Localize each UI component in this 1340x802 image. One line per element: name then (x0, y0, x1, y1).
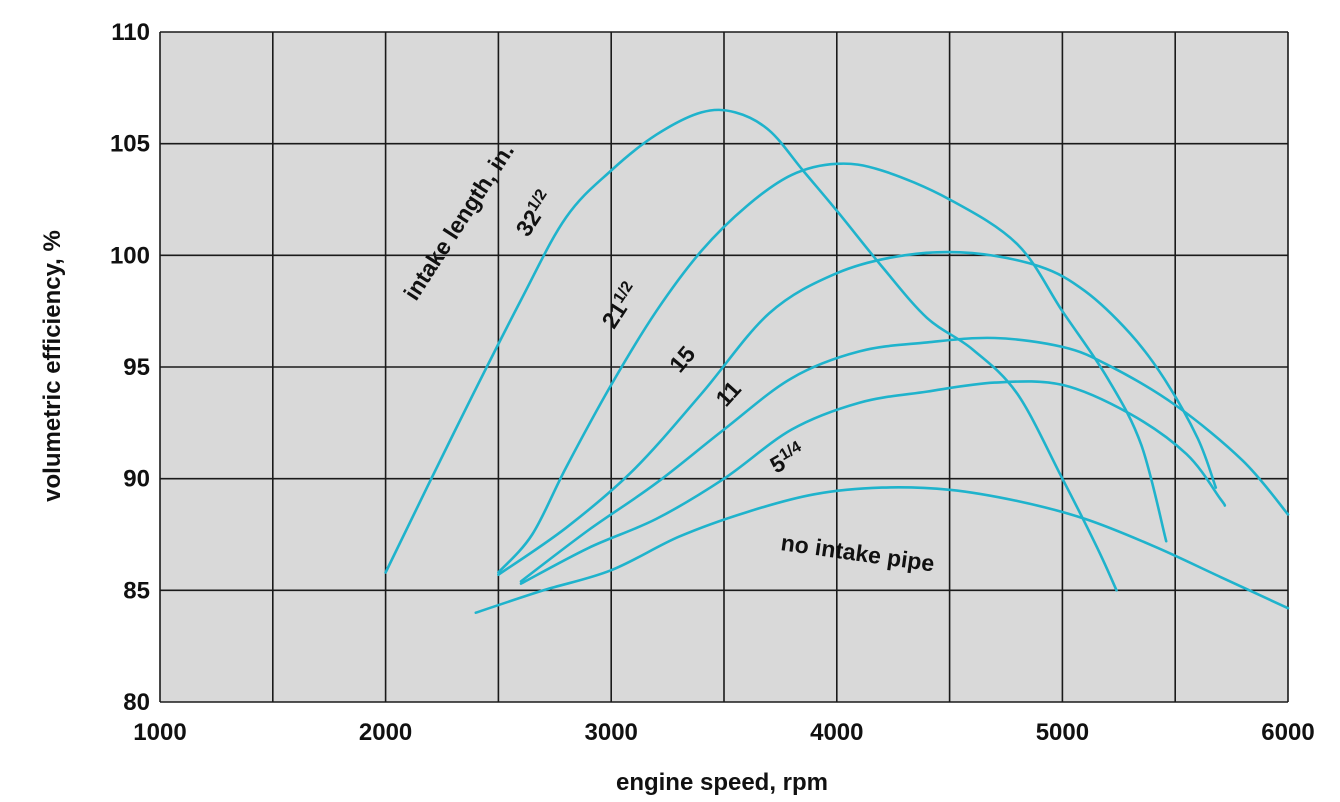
x-tick-label: 4000 (810, 719, 863, 746)
series-line-2 (497, 250, 1218, 576)
series-line-1 (497, 162, 1168, 574)
series-line-3 (519, 336, 1290, 583)
series-line-0 (384, 108, 1118, 592)
y-tick-label: 85 (123, 577, 150, 604)
series-layer (384, 108, 1290, 614)
y-tick-label: 105 (110, 131, 150, 158)
y-tick-label: 95 (123, 354, 150, 381)
x-tick-label: 6000 (1261, 719, 1314, 746)
series-line-5 (474, 486, 1290, 614)
y-tick-label: 80 (123, 689, 150, 716)
x-axis-title: engine speed, rpm (616, 769, 828, 796)
y-axis-title: volumetric efficiency, % (39, 230, 66, 502)
x-tick-label: 1000 (133, 719, 186, 746)
series-line-4 (519, 380, 1227, 585)
x-tick-label: 5000 (1036, 719, 1089, 746)
y-axis-ticks: 80 85 90 95 100 105 110 (110, 19, 150, 716)
x-axis-ticks: 1000 2000 3000 4000 5000 6000 (133, 719, 1314, 746)
x-tick-label: 3000 (585, 719, 638, 746)
y-tick-label: 100 (110, 242, 150, 269)
y-tick-label: 90 (123, 466, 150, 493)
y-tick-label: 110 (111, 19, 150, 46)
x-tick-label: 2000 (359, 719, 412, 746)
